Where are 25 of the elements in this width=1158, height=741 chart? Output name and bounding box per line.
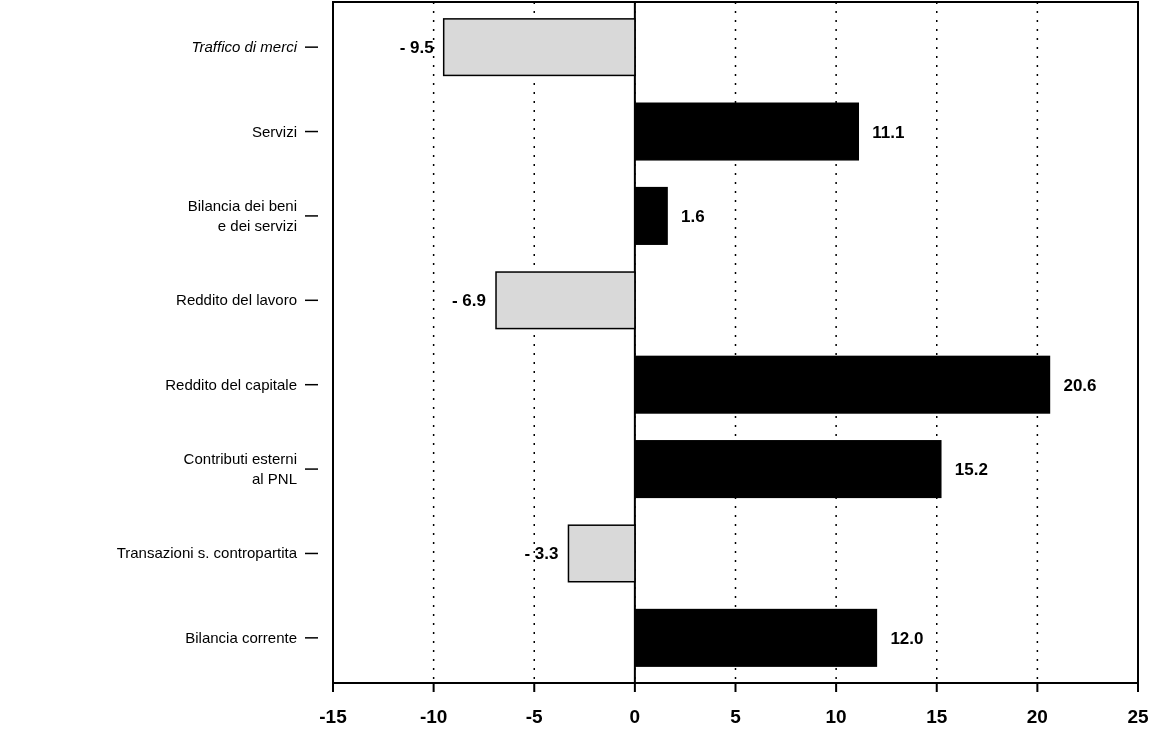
data-label: - 9.5 [399, 38, 434, 58]
data-label: 20.6 [1063, 375, 1097, 395]
x-tick-label: -5 [525, 706, 544, 727]
y-tick-label: Contributi esterni al PNL [183, 450, 297, 488]
x-tick-label: -10 [419, 706, 448, 727]
data-label: 1.6 [681, 206, 705, 226]
y-tick-label: Bilancia dei beni e dei servizi [187, 196, 297, 234]
data-label: - 6.9 [451, 291, 487, 311]
x-tick-label: 5 [730, 706, 742, 727]
y-tick-label: Reddito del capitale [165, 375, 297, 393]
x-tick-label: 20 [1026, 706, 1048, 727]
y-tick-label: Traffico di merci [191, 38, 298, 56]
data-label: 11.1 [872, 122, 905, 142]
data-label: 12.0 [890, 628, 924, 648]
y-tick-label: Bilancia corrente [185, 628, 297, 646]
x-tick-label: 15 [926, 706, 948, 727]
y-tick-label: Transazioni s. contropartita [116, 544, 298, 562]
x-tick-label: 0 [629, 706, 641, 727]
x-tick-label: 25 [1127, 706, 1149, 727]
x-tick-label: -15 [319, 706, 348, 727]
y-tick-label: Servizi [251, 122, 297, 140]
y-tick-label: Reddito del lavoro [176, 291, 297, 309]
x-tick-label: 10 [825, 706, 847, 727]
data-label: - 3.3 [524, 544, 559, 564]
data-label: 15.2 [954, 460, 988, 480]
